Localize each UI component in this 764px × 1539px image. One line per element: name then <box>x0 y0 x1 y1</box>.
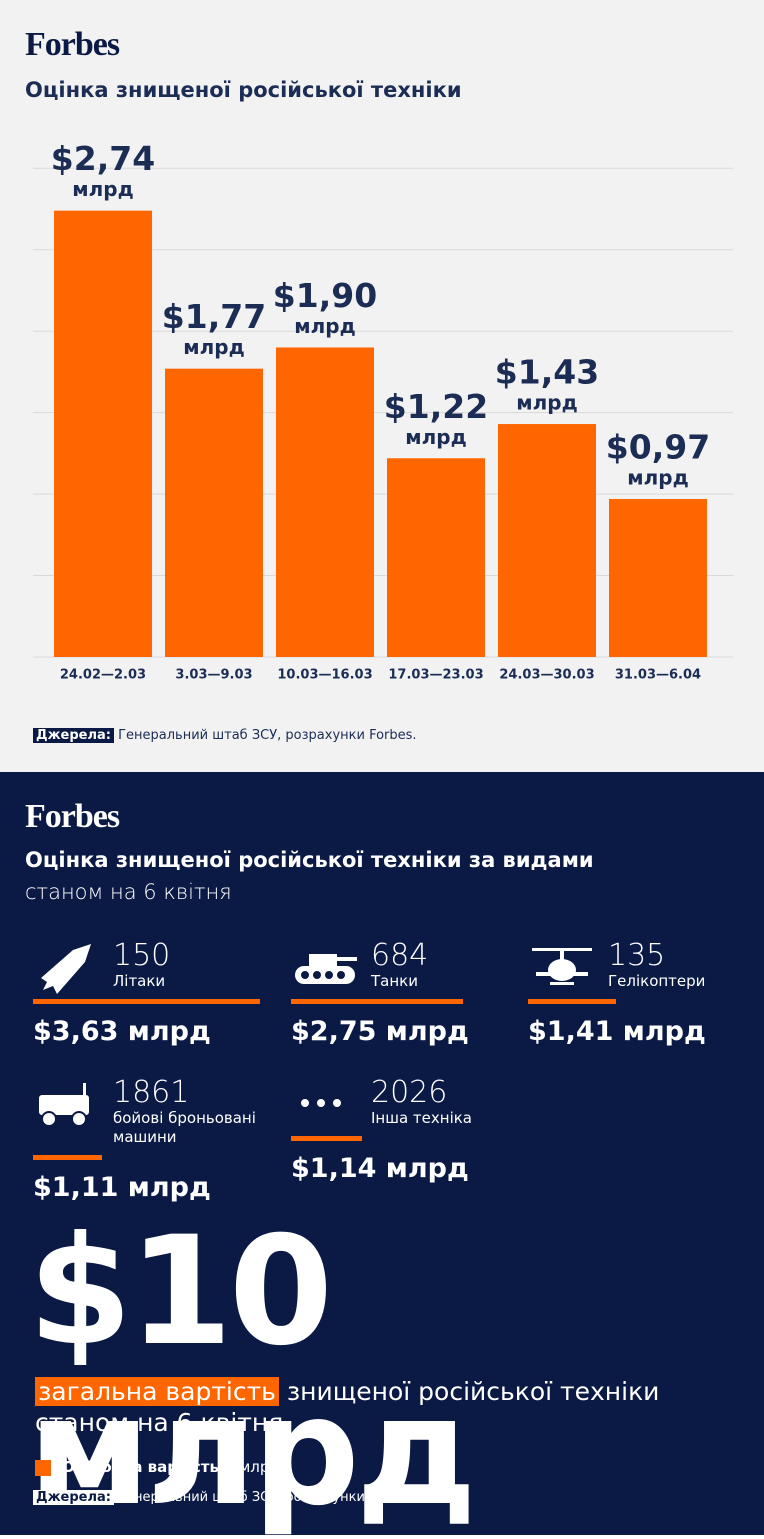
category-label: Літаки <box>113 972 166 990</box>
item: 150 Літаки $3,63 млрд <box>33 940 273 1047</box>
x-tick-label: 10.03—16.03 <box>277 668 372 683</box>
value-unit: млрд <box>183 335 244 359</box>
x-tick-label: 17.03—23.03 <box>388 668 483 683</box>
category-label: Інша техніка <box>371 1109 472 1127</box>
brand-logo: Forbes <box>25 798 120 835</box>
value-label: $1,77 <box>162 297 266 336</box>
source-label: Джерела: <box>33 1490 114 1505</box>
item-text: 1861 бойові броньовані машини <box>33 1077 273 1147</box>
source-text: Генеральний штаб ЗСУ, розрахунки Forbes. <box>118 1490 417 1505</box>
x-tick-label: 24.02—2.03 <box>60 668 146 683</box>
value-label: $1,14 млрд <box>291 1153 469 1184</box>
chart: $2,74млрд24.02—2.03$1,77млрд3.03—9.03$1,… <box>33 139 733 683</box>
value-label: $1,11 млрд <box>33 1172 211 1203</box>
brand-logo: Forbes <box>25 26 120 63</box>
legend-label: Оціночна вартість, <box>62 1458 225 1476</box>
bar <box>609 498 707 657</box>
category-label: Танки <box>371 972 418 990</box>
item: 1861 бойові броньовані машини $1,11 млрд <box>33 1077 273 1203</box>
item-text: 150 Літаки <box>33 940 273 991</box>
bar <box>54 210 152 658</box>
value-label: $1,41 млрд <box>528 1016 706 1047</box>
bar <box>528 999 617 1004</box>
bar <box>276 347 374 657</box>
source-text: Генеральний штаб ЗСУ, розрахунки Forbes. <box>118 728 417 743</box>
item-text: 135 Гелікоптери <box>528 940 764 991</box>
value-unit: млрд <box>627 465 688 489</box>
total-highlight: загальна вартість <box>35 1377 279 1406</box>
value-label: $3,63 млрд <box>33 1016 211 1047</box>
value-label: $0,97 <box>606 427 710 466</box>
icon <box>532 948 592 985</box>
item: 684 Танки $2,75 млрд <box>291 940 531 1047</box>
bar <box>291 1136 363 1141</box>
bar-chart-section: Forbes Оцінка знищеної російської технік… <box>0 0 764 772</box>
bar <box>291 999 463 1004</box>
category-label: бойові броньовані машини <box>113 1109 256 1146</box>
icon <box>301 1099 341 1107</box>
item: 135 Гелікоптери $1,41 млрд <box>528 940 764 1047</box>
value-unit: млрд <box>72 177 133 201</box>
source: Джерела: Генеральний штаб ЗСУ, розрахунк… <box>33 728 417 743</box>
icon <box>295 954 357 984</box>
count: 1861 <box>113 1075 190 1110</box>
chart-subtitle: станом на 6 квітня <box>25 880 232 904</box>
count: 2026 <box>371 1075 448 1110</box>
value-unit: млрд <box>405 425 466 449</box>
value-label: $1,43 <box>495 353 599 392</box>
value-label: $2,74 <box>51 139 155 178</box>
source: Джерела: Генеральний штаб ЗСУ, розрахунк… <box>33 1490 417 1505</box>
bar <box>33 999 260 1004</box>
legend-unit: $млрд <box>229 1458 280 1476</box>
category-label: Гелікоптери <box>608 972 706 990</box>
source-label: Джерела: <box>33 728 114 743</box>
value-unit: млрд <box>294 314 355 338</box>
value-unit: млрд <box>516 391 577 415</box>
item: 2026 Інша техніка $1,14 млрд <box>291 1077 531 1184</box>
value-label: $2,75 млрд <box>291 1016 469 1047</box>
value-label: $1,22 <box>384 387 488 426</box>
chart-title: Оцінка знищеної російської техніки за ви… <box>25 848 594 872</box>
total: $10 млрд <box>28 1205 477 1539</box>
x-tick-label: 3.03—9.03 <box>175 668 252 683</box>
bar <box>33 1155 103 1160</box>
chart-title: Оцінка знищеної російської техніки <box>25 78 462 102</box>
total-caption-block: загальна вартість знищеної російської те… <box>35 1376 695 1438</box>
x-tick-label: 31.03—6.04 <box>615 668 701 683</box>
legend: Оціночна вартість, $млрд <box>62 1458 280 1476</box>
types-section: Forbes Оцінка знищеної російської технік… <box>0 772 764 1535</box>
value-label: $1,90 <box>273 276 377 315</box>
total-caption: знищеної російської техніки станом на 6 … <box>35 1377 660 1437</box>
count: 135 <box>608 938 666 973</box>
x-tick-label: 24.03—30.03 <box>499 668 594 683</box>
count: 150 <box>113 938 171 973</box>
icon <box>41 944 91 994</box>
count: 684 <box>371 938 429 973</box>
icon <box>39 1083 89 1127</box>
item-text: 684 Танки <box>291 940 531 991</box>
item-text: 2026 Інша техніка <box>291 1077 531 1128</box>
bar <box>498 424 596 657</box>
bar <box>387 458 485 657</box>
bar <box>165 368 263 657</box>
legend-swatch <box>35 1460 51 1476</box>
